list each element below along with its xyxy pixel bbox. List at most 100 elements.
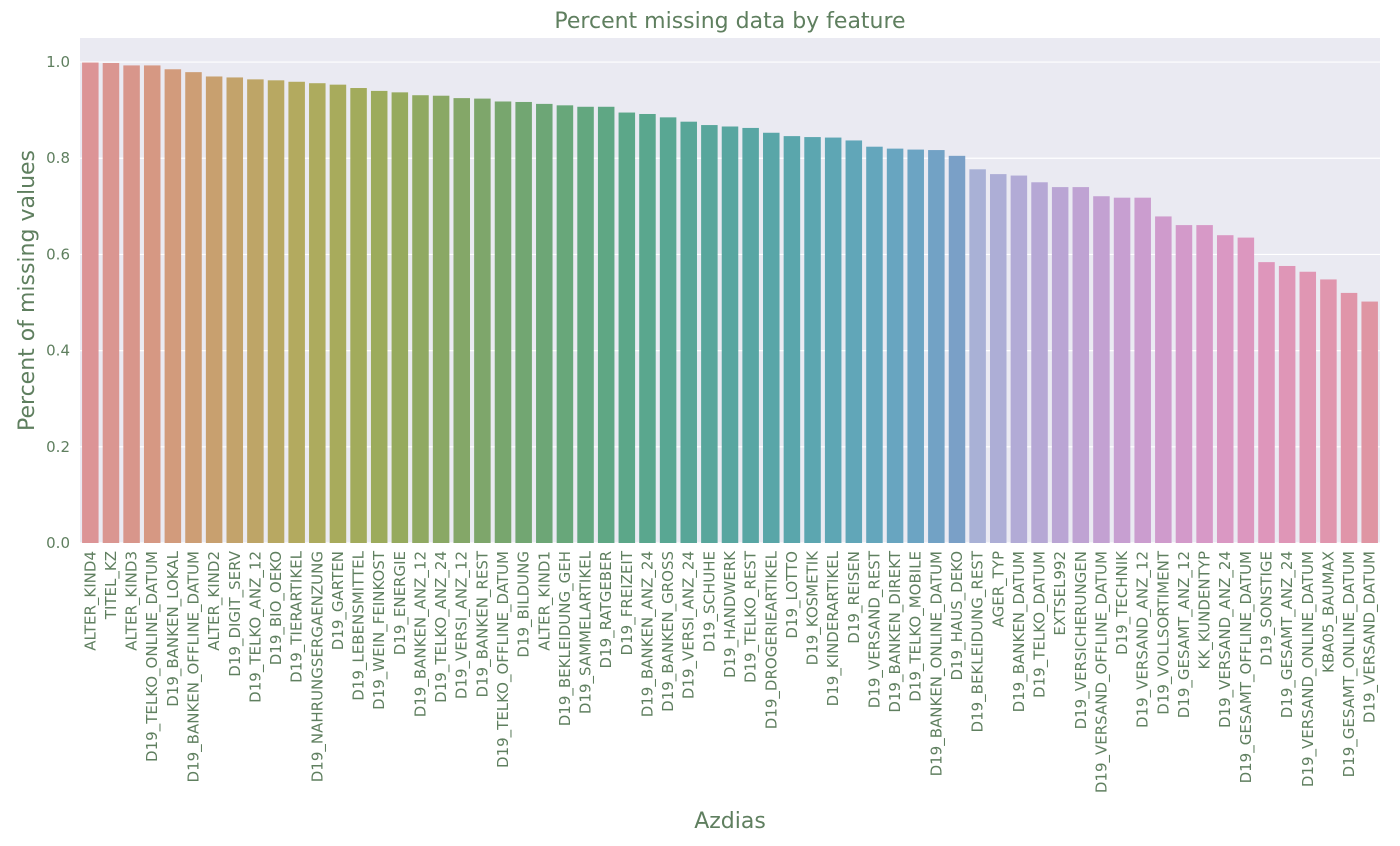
bar: [102, 63, 120, 544]
x-tick-label: D19_TELKO_DATUM: [1031, 551, 1050, 698]
x-tick-label: D19_TELKO_OFFLINE_DATUM: [494, 551, 513, 768]
bar: [205, 76, 223, 543]
y-tick-label: 0.6: [46, 245, 70, 263]
bar: [1134, 197, 1151, 543]
bar: [597, 106, 615, 544]
y-tick-label: 0.2: [46, 438, 70, 456]
x-tick-label: D19_SAMMELARTIKEL: [577, 550, 596, 714]
x-tick-label: D19_BANKEN_DIREKT: [886, 550, 905, 712]
x-tick-label: D19_TELKO_MOBILE: [907, 551, 926, 702]
bar: [866, 146, 883, 543]
bar: [267, 80, 285, 544]
x-tick-label: D19_BEKLEIDUNG_REST: [969, 550, 988, 732]
x-tick-label: D19_VERSICHERUNGEN: [1072, 551, 1091, 729]
bar: [309, 83, 326, 543]
bar: [1361, 301, 1378, 543]
x-tick-label: D19_LEBENSMITTEL: [350, 550, 369, 700]
x-tick-label: D19_GESAMT_OFFLINE_DATUM: [1237, 551, 1256, 783]
x-tick-label: D19_VERSAND_ANZ_24: [1216, 551, 1235, 728]
x-tick-label: D19_GESAMT_ANZ_24: [1278, 551, 1297, 718]
bar: [742, 127, 759, 543]
x-tick-label: D19_HAUS_DEKO: [948, 551, 967, 681]
bar: [1216, 235, 1234, 543]
bar: [123, 65, 140, 544]
x-tick-label: ALTER_KIND3: [123, 551, 142, 651]
bar: [536, 103, 553, 543]
bar: [763, 132, 780, 543]
x-tick-label: D19_ENERGIE: [391, 551, 410, 655]
x-tick-label: D19_BANKEN_GROSS: [659, 551, 678, 712]
x-tick-label: D19_SCHUHE: [700, 551, 719, 652]
y-tick-label: 1.0: [46, 53, 70, 71]
x-tick-label: D19_TELKO_ONLINE_DATUM: [143, 551, 162, 762]
y-tick-label: 0.0: [46, 534, 70, 552]
x-tick-label: D19_VERSAND_OFFLINE_DATUM: [1092, 551, 1111, 793]
x-tick-label: D19_SONSTIGE: [1258, 551, 1277, 666]
chart-title: Percent missing data by feature: [554, 9, 905, 34]
bar: [948, 155, 966, 544]
x-tick-label: D19_TELKO_ANZ_24: [432, 551, 451, 703]
bar: [928, 150, 945, 544]
x-tick-label: D19_VERSI_ANZ_12: [453, 551, 472, 699]
bar: [701, 125, 718, 544]
x-tick-label: D19_BANKEN_ANZ_12: [411, 551, 430, 717]
x-tick-label: D19_TELKO_ANZ_12: [246, 551, 265, 703]
x-tick-label: D19_BANKEN_ANZ_24: [638, 551, 657, 717]
bar: [1093, 196, 1110, 543]
x-tick-label: D19_BANKEN_ONLINE_DATUM: [927, 551, 946, 776]
bar: [824, 137, 842, 544]
bars: [82, 62, 1378, 544]
bar: [515, 101, 532, 543]
bar: [226, 77, 244, 543]
bar: [1155, 216, 1172, 543]
x-tick-label: D19_GESAMT_ANZ_12: [1175, 551, 1194, 718]
x-tick-label: D19_VERSAND_ONLINE_DATUM: [1299, 551, 1318, 787]
bar: [1175, 225, 1193, 544]
bar: [1340, 292, 1358, 543]
bar: [783, 136, 801, 543]
bar: [412, 95, 429, 543]
x-tick-label: D19_VERSAND_ANZ_12: [1134, 551, 1153, 728]
bar: [143, 65, 161, 544]
y-tick-label: 0.4: [46, 342, 70, 360]
bar: [1031, 182, 1048, 544]
bar: [329, 84, 347, 544]
bar: [556, 105, 574, 543]
bar: [370, 90, 388, 544]
bar: [886, 148, 904, 543]
x-tick-label: D19_GESAMT_ONLINE_DATUM: [1340, 551, 1359, 777]
bar: [164, 69, 182, 543]
x-tick-label: D19_HANDWERK: [721, 550, 740, 678]
bar: [1237, 237, 1255, 543]
x-tick-label: D19_BILDUNG: [515, 551, 534, 658]
bar: [391, 92, 409, 543]
x-tick-label: D19_BIO_OEKO: [267, 551, 286, 665]
bar: [990, 174, 1007, 543]
x-tick-label: D19_DIGIT_SERV: [226, 550, 245, 676]
x-tick-label: ALTER_KIND4: [81, 551, 100, 651]
x-tick-label: D19_TECHNIK: [1113, 550, 1132, 655]
bar: [432, 95, 450, 543]
x-tick-label: D19_VERSAND_REST: [865, 550, 884, 708]
x-tick-label: EXTSEL992: [1051, 551, 1069, 636]
x-tick-label: KK_KUNDENTYP: [1196, 551, 1215, 669]
y-tick-labels: 0.0 0.2 0.4 0.6 0.8 1.0: [46, 53, 70, 552]
bar: [1258, 262, 1275, 543]
bar: [907, 149, 924, 544]
bar: [288, 81, 305, 544]
x-tick-label: D19_VERSI_ANZ_24: [680, 551, 699, 699]
x-tick-label: D19_LOTTO: [783, 551, 802, 639]
x-tick-label: D19_KINDERARTIKEL: [824, 550, 843, 706]
bar: [494, 101, 512, 543]
y-axis-label: Percent of missing values: [15, 150, 40, 431]
x-tick-label: D19_BEKLEIDUNG_GEH: [556, 551, 575, 726]
bar: [659, 117, 677, 543]
bar: [1196, 225, 1213, 544]
x-tick-label: D19_TELKO_REST: [742, 550, 761, 683]
x-tick-label: D19_WEIN_FEINKOST: [370, 550, 389, 710]
x-tick-label: D19_BANKEN_DATUM: [1010, 551, 1029, 712]
x-tick-label: ALTER_KIND2: [205, 551, 224, 651]
x-tick-label: D19_TIERARTIKEL: [288, 550, 307, 683]
x-tick-label: D19_BANKEN_REST: [473, 550, 492, 697]
